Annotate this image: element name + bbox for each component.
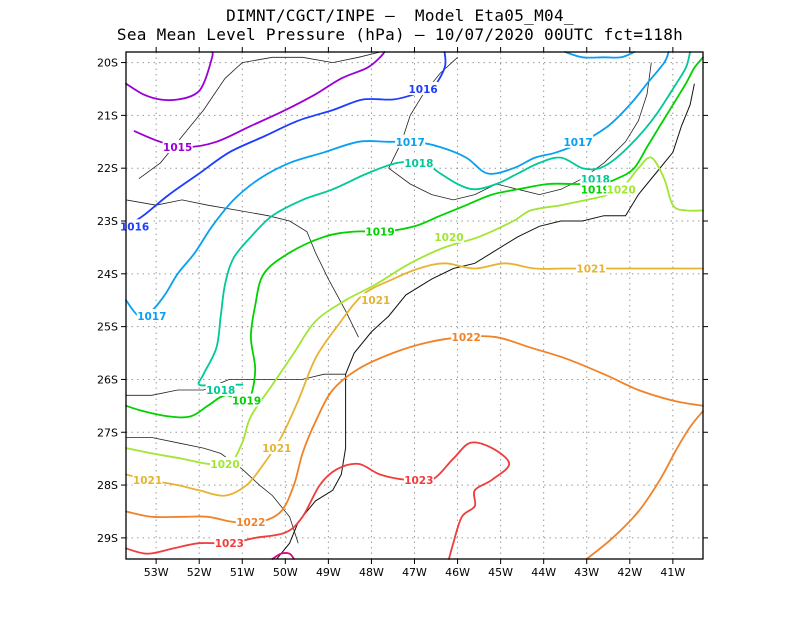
isobar-label-bg [365, 224, 396, 238]
isobar-label: 1020 [210, 459, 239, 471]
isobar-label-bg [433, 229, 464, 243]
chart-title-line1: DIMNT/CGCT/INPE – Model Eta05_M04_ [226, 6, 574, 25]
x-tick-label: 52W [187, 566, 212, 579]
isobar-label-bg [563, 134, 594, 148]
grid-lines [126, 52, 703, 559]
x-tick-label: 41W [660, 566, 685, 579]
x-tick-label: 42W [617, 566, 642, 579]
isobar-label: 1017 [396, 137, 425, 149]
isobar-label-bg [451, 330, 482, 344]
isobar-label-bg [205, 383, 236, 396]
isobar-label: 1018 [404, 158, 433, 170]
isobar-label: 1021 [361, 295, 390, 307]
isobar-label-bg [395, 134, 426, 148]
isobar-label-bg [580, 182, 611, 196]
axis-ticks: 53W 52W 51W 50W 49W 48W 47W 46W 45W 44W 43W 42W 41W 2… [97, 47, 708, 579]
y-tick-label: 29S [97, 532, 118, 545]
isobar-label-bg [132, 472, 163, 486]
isobar-label: 1015 [163, 142, 192, 154]
isobar-label: 1017 [564, 137, 593, 149]
isobar-label: 1019 [365, 227, 394, 239]
state-border [388, 62, 652, 201]
y-tick-label: 24S [97, 268, 118, 281]
isobar-label-bg [214, 536, 245, 550]
plot-frame [125, 51, 704, 560]
isobar-label: 1019 [232, 396, 261, 408]
isobar-label-bg [408, 81, 439, 95]
isobar-label-bg [403, 155, 434, 169]
isobar-label: 1022 [236, 517, 265, 529]
isobar-label: 1019 [581, 184, 610, 196]
isobar-label-bg [606, 182, 637, 196]
isobar-label-bg [403, 472, 434, 486]
x-tick-label: 51W [230, 566, 255, 579]
isobar-label: 1016 [408, 84, 437, 96]
isobar-1022 [125, 335, 704, 524]
isobar-label-bg [210, 456, 241, 470]
isobar-label-bg [261, 441, 292, 455]
y-tick-label: 22S [97, 162, 118, 175]
y-tick-label: 20S [97, 57, 118, 70]
x-tick-label: 46W [445, 566, 470, 579]
x-tick-label: 49W [316, 566, 341, 579]
isobar-label-bg [231, 393, 262, 407]
isobar-label-bg [235, 515, 266, 529]
x-tick-label: 50W [273, 566, 298, 579]
isobar-label-bg [119, 219, 150, 233]
isobar-label: 1023 [215, 538, 244, 550]
isobar-label-bg [162, 140, 193, 154]
y-tick-label: 27S [97, 426, 118, 439]
isobar-1022 [585, 410, 704, 560]
isobar-label: 1021 [262, 443, 291, 455]
y-tick-label: 21S [97, 109, 118, 122]
isobar-label: 1021 [576, 264, 605, 276]
state-border [126, 373, 346, 396]
isobar-label-bg [360, 293, 391, 307]
y-tick-label: 23S [97, 215, 118, 228]
isobar-label: 1022 [452, 332, 481, 344]
isobar-label: 1020 [607, 184, 636, 196]
isobar-label: 1018 [206, 385, 235, 397]
x-tick-label: 43W [574, 566, 599, 579]
y-tick-label: 25S [97, 321, 118, 334]
isobar-label-bg [136, 309, 167, 323]
coastline [276, 83, 695, 560]
y-tick-label: 28S [97, 479, 118, 492]
x-tick-label: 47W [402, 566, 427, 579]
x-tick-label: 53W [144, 566, 169, 579]
isobar-1015 [125, 51, 214, 102]
isobar-label: 1020 [434, 232, 463, 244]
x-tick-label: 45W [488, 566, 513, 579]
isobar-1017 [564, 51, 635, 59]
isobar-label: 1017 [137, 311, 166, 323]
isobar-label-bg [576, 261, 607, 275]
state-border [125, 199, 359, 338]
x-tick-label: 44W [531, 566, 556, 579]
y-tick-label: 26S [97, 373, 118, 386]
chart-title-line2: Sea Mean Level Pressure (hPa) – 10/07/20… [116, 25, 684, 44]
isobar-label: 1023 [404, 475, 433, 487]
x-tick-label: 48W [359, 566, 384, 579]
isobar-label: 1016 [120, 221, 149, 233]
isobar-label-bg [580, 171, 611, 185]
isobar-1024 [271, 552, 295, 560]
isobar-label: 1021 [133, 475, 162, 487]
